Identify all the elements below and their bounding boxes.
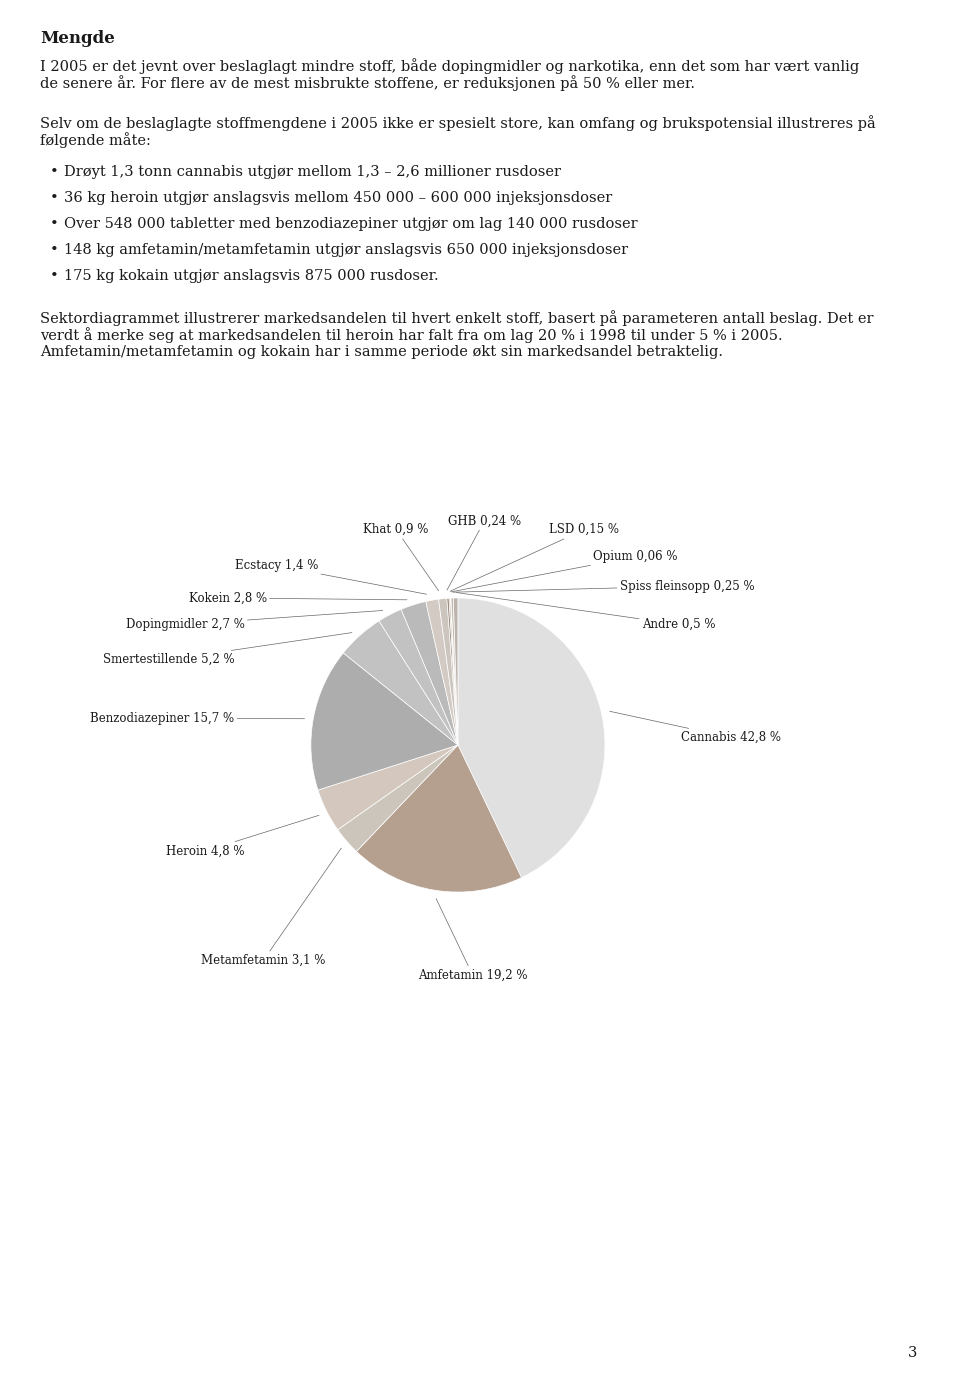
Text: Over 548 000 tabletter med benzodiazepiner utgjør om lag 140 000 rusdoser: Over 548 000 tabletter med benzodiazepin…	[64, 217, 638, 231]
Text: Kokein 2,8 %: Kokein 2,8 %	[188, 591, 407, 604]
Wedge shape	[450, 598, 458, 745]
Text: I 2005 er det jevnt over beslaglagt mindre stoff, både dopingmidler og narkotika: I 2005 er det jevnt over beslaglagt mind…	[40, 58, 859, 73]
Wedge shape	[453, 598, 458, 745]
Wedge shape	[318, 745, 458, 830]
Text: Smertestillende 5,2 %: Smertestillende 5,2 %	[103, 633, 352, 666]
Wedge shape	[401, 601, 458, 745]
Text: Andre 0,5 %: Andre 0,5 %	[456, 593, 715, 632]
Text: LSD 0,15 %: LSD 0,15 %	[450, 524, 619, 591]
Text: Amfetamin 19,2 %: Amfetamin 19,2 %	[418, 899, 527, 982]
Text: Sektordiagrammet illustrerer markedsandelen til hvert enkelt stoff, basert på pa: Sektordiagrammet illustrerer markedsande…	[40, 310, 874, 325]
Wedge shape	[458, 598, 605, 878]
Text: •: •	[50, 165, 59, 179]
Wedge shape	[338, 745, 458, 852]
Wedge shape	[449, 598, 458, 745]
Text: •: •	[50, 269, 59, 283]
Text: følgende måte:: følgende måte:	[40, 133, 151, 148]
Text: Selv om de beslaglagte stoffmengdene i 2005 ikke er spesielt store, kan omfang o: Selv om de beslaglagte stoffmengdene i 2…	[40, 115, 876, 130]
Text: de senere år. For flere av de mest misbrukte stoffene, er reduksjonen på 50 % el: de senere år. For flere av de mest misbr…	[40, 76, 695, 91]
Text: Benzodiazepiner 15,7 %: Benzodiazepiner 15,7 %	[90, 712, 304, 724]
Text: •: •	[50, 191, 59, 205]
Text: 148 kg amfetamin/metamfetamin utgjør anslagsvis 650 000 injeksjonsdoser: 148 kg amfetamin/metamfetamin utgjør ans…	[64, 242, 629, 258]
Text: Cannabis 42,8 %: Cannabis 42,8 %	[610, 712, 781, 744]
Wedge shape	[451, 598, 458, 745]
Wedge shape	[356, 745, 521, 892]
Text: Ecstacy 1,4 %: Ecstacy 1,4 %	[235, 560, 426, 594]
Text: Mengde: Mengde	[40, 30, 115, 47]
Text: Metamfetamin 3,1 %: Metamfetamin 3,1 %	[202, 848, 342, 967]
Text: Spiss fleinsopp 0,25 %: Spiss fleinsopp 0,25 %	[453, 580, 755, 593]
Text: Khat 0,9 %: Khat 0,9 %	[364, 524, 439, 591]
Text: Amfetamin/metamfetamin og kokain har i samme periode økt sin markedsandel betrak: Amfetamin/metamfetamin og kokain har i s…	[40, 345, 723, 359]
Text: Heroin 4,8 %: Heroin 4,8 %	[166, 816, 319, 857]
Wedge shape	[311, 652, 458, 789]
Text: GHB 0,24 %: GHB 0,24 %	[447, 514, 521, 590]
Text: Drøyt 1,3 tonn cannabis utgjør mellom 1,3 – 2,6 millioner rusdoser: Drøyt 1,3 tonn cannabis utgjør mellom 1,…	[64, 165, 562, 179]
Text: Dopingmidler 2,7 %: Dopingmidler 2,7 %	[126, 611, 383, 632]
Wedge shape	[439, 598, 458, 745]
Text: •: •	[50, 217, 59, 231]
Wedge shape	[446, 598, 458, 745]
Text: 36 kg heroin utgjør anslagsvis mellom 450 000 – 600 000 injeksjonsdoser: 36 kg heroin utgjør anslagsvis mellom 45…	[64, 191, 612, 205]
Text: 175 kg kokain utgjør anslagsvis 875 000 rusdoser.: 175 kg kokain utgjør anslagsvis 875 000 …	[64, 269, 439, 283]
Text: verdt å merke seg at markedsandelen til heroin har falt fra om lag 20 % i 1998 t: verdt å merke seg at markedsandelen til …	[40, 327, 783, 343]
Text: •: •	[50, 242, 59, 258]
Wedge shape	[344, 620, 458, 745]
Wedge shape	[379, 609, 458, 745]
Text: Opium 0,06 %: Opium 0,06 %	[451, 550, 678, 591]
Wedge shape	[426, 600, 458, 745]
Text: 3: 3	[907, 1346, 917, 1360]
